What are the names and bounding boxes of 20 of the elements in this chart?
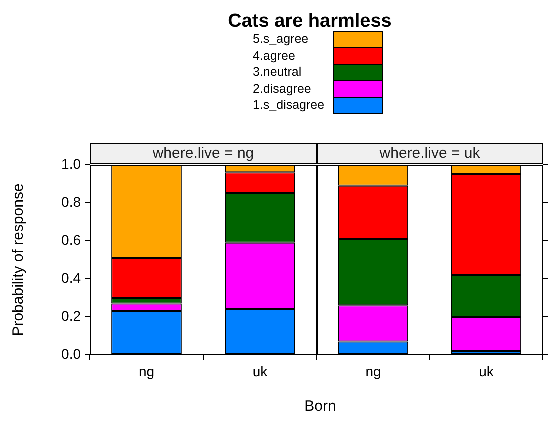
x-axis-title: Born (304, 398, 338, 415)
x-tick-label: ng (366, 363, 382, 380)
y-tick-label: 0.2 (62, 308, 82, 324)
x-tick-label: uk (252, 363, 269, 380)
text: 4.agree (253, 48, 296, 63)
text: 3.neutral (253, 65, 303, 80)
y-axis-title: Probability of response (10, 184, 28, 336)
chart-title: Cats are harmless (227, 11, 393, 33)
chart-subtitle: where.live = ng (90, 143, 317, 164)
legend-label: 1.s_disagree (253, 98, 326, 112)
legend-label: 5.s_agree (253, 32, 310, 46)
y-tick-label: 0.4 (62, 270, 82, 286)
y-tick-label: 0.0 (62, 346, 82, 362)
legend-label: 2.disagree (253, 82, 312, 96)
y-tick-label: 0.6 (62, 232, 82, 248)
y-tick-label: 1.0 (62, 156, 82, 172)
chart-subtitle: where.live = uk (317, 143, 543, 164)
x-tick-label: uk (479, 363, 495, 380)
x-tick-label: ng (138, 363, 155, 380)
y-tick-label: 0.8 (62, 194, 82, 210)
